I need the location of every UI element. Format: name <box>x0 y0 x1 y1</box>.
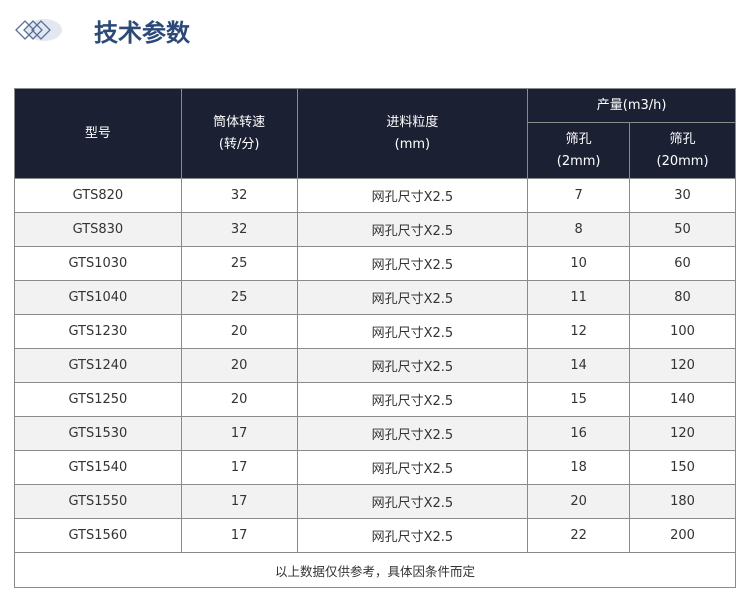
cell-model: GTS1530 <box>14 416 182 451</box>
cell-output-20mm: 180 <box>629 484 736 519</box>
footnote-row: 以上数据仅供参考，具体因条件而定 <box>14 552 736 588</box>
cell-output-2mm: 14 <box>527 348 631 383</box>
table-row: GTS830 32 网孔尺寸X2.5 8 50 <box>14 212 736 247</box>
cell-output-20mm: 200 <box>629 518 736 553</box>
cell-model: GTS1540 <box>14 450 182 485</box>
cell-output-2mm: 18 <box>527 450 631 485</box>
table-row: GTS1230 20 网孔尺寸X2.5 12 100 <box>14 314 736 349</box>
cell-speed: 17 <box>180 484 298 519</box>
cell-model: GTS1560 <box>14 518 182 553</box>
cell-model: GTS1550 <box>14 484 182 519</box>
header-feed-size: 进料粒度 (mm) <box>296 88 529 179</box>
cell-model: GTS820 <box>14 178 182 213</box>
cell-model: GTS1030 <box>14 246 182 281</box>
cell-output-20mm: 50 <box>629 212 736 247</box>
cell-feed-size: 网孔尺寸X2.5 <box>296 348 529 383</box>
cell-feed-size: 网孔尺寸X2.5 <box>296 484 529 519</box>
cell-speed: 17 <box>180 450 298 485</box>
cell-output-2mm: 10 <box>527 246 631 281</box>
cell-speed: 17 <box>180 518 298 553</box>
table-row: GTS1040 25 网孔尺寸X2.5 11 80 <box>14 280 736 315</box>
page-title: 技术参数 <box>94 18 190 47</box>
table-row: GTS1240 20 网孔尺寸X2.5 14 120 <box>14 348 736 383</box>
header-hole-2mm: 筛孔 (2mm) <box>527 122 631 179</box>
cell-speed: 32 <box>180 178 298 213</box>
cell-speed: 20 <box>180 382 298 417</box>
cell-output-2mm: 7 <box>527 178 631 213</box>
spec-table: 型号 筒体转速 (转/分) 进料粒度 (mm) 产量(m3/h) 筛孔 (2mm) 筛… <box>14 88 736 588</box>
cell-speed: 17 <box>180 416 298 451</box>
table-row: GTS1540 17 网孔尺寸X2.5 18 150 <box>14 450 736 485</box>
cell-output-20mm: 100 <box>629 314 736 349</box>
cell-output-20mm: 120 <box>629 416 736 451</box>
cell-feed-size: 网孔尺寸X2.5 <box>296 178 529 213</box>
header-speed: 筒体转速 (转/分) <box>180 88 298 179</box>
cell-output-20mm: 120 <box>629 348 736 383</box>
header-hole-20mm: 筛孔 (20mm) <box>629 122 736 179</box>
cell-feed-size: 网孔尺寸X2.5 <box>296 212 529 247</box>
cell-output-2mm: 11 <box>527 280 631 315</box>
table-row: GTS1550 17 网孔尺寸X2.5 20 180 <box>14 484 736 519</box>
cell-output-2mm: 22 <box>527 518 631 553</box>
cell-feed-size: 网孔尺寸X2.5 <box>296 246 529 281</box>
header-output: 产量(m3/h) <box>527 88 736 123</box>
cell-output-2mm: 16 <box>527 416 631 451</box>
cell-output-20mm: 150 <box>629 450 736 485</box>
cell-feed-size: 网孔尺寸X2.5 <box>296 314 529 349</box>
cell-output-2mm: 20 <box>527 484 631 519</box>
diamond-chain-icon <box>15 19 62 41</box>
cell-output-2mm: 12 <box>527 314 631 349</box>
section-header: 技术参数 <box>14 10 190 50</box>
cell-output-20mm: 30 <box>629 178 736 213</box>
cell-model: GTS1240 <box>14 348 182 383</box>
table-row: GTS1530 17 网孔尺寸X2.5 16 120 <box>14 416 736 451</box>
cell-feed-size: 网孔尺寸X2.5 <box>296 518 529 553</box>
cell-speed: 20 <box>180 348 298 383</box>
table-row: GTS1250 20 网孔尺寸X2.5 15 140 <box>14 382 736 417</box>
table-row: GTS820 32 网孔尺寸X2.5 7 30 <box>14 178 736 213</box>
cell-output-20mm: 80 <box>629 280 736 315</box>
header-model: 型号 <box>14 88 182 179</box>
cell-speed: 20 <box>180 314 298 349</box>
table-row: GTS1560 17 网孔尺寸X2.5 22 200 <box>14 518 736 553</box>
cell-output-2mm: 8 <box>527 212 631 247</box>
cell-speed: 25 <box>180 280 298 315</box>
cell-feed-size: 网孔尺寸X2.5 <box>296 416 529 451</box>
cell-output-2mm: 15 <box>527 382 631 417</box>
cell-model: GTS1250 <box>14 382 182 417</box>
cell-output-20mm: 60 <box>629 246 736 281</box>
cell-feed-size: 网孔尺寸X2.5 <box>296 280 529 315</box>
cell-output-20mm: 140 <box>629 382 736 417</box>
footnote: 以上数据仅供参考，具体因条件而定 <box>14 552 736 588</box>
cell-feed-size: 网孔尺寸X2.5 <box>296 382 529 417</box>
cell-model: GTS1040 <box>14 280 182 315</box>
cell-model: GTS830 <box>14 212 182 247</box>
cell-feed-size: 网孔尺寸X2.5 <box>296 450 529 485</box>
cell-model: GTS1230 <box>14 314 182 349</box>
cell-speed: 25 <box>180 246 298 281</box>
cell-speed: 32 <box>180 212 298 247</box>
table-row: GTS1030 25 网孔尺寸X2.5 10 60 <box>14 246 736 281</box>
